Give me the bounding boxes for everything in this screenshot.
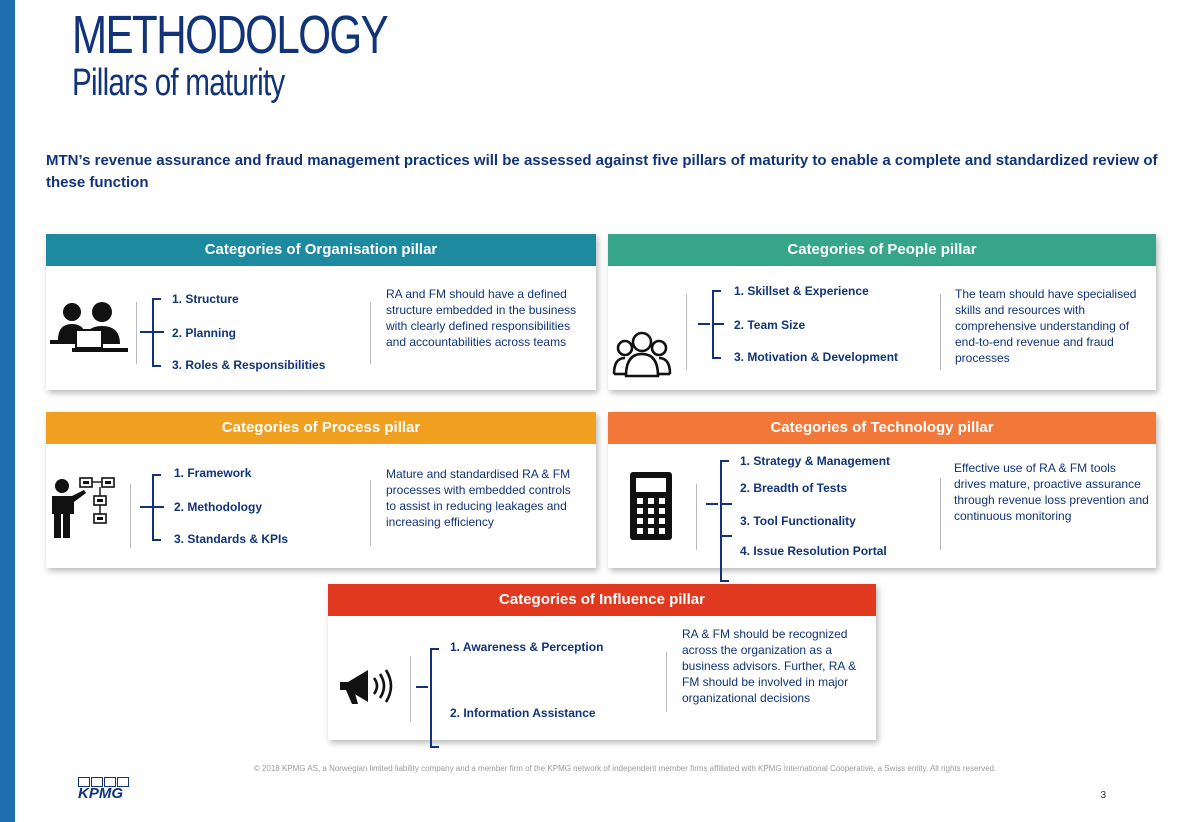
organisation-pillar-header: Categories of Organisation pillar [46,234,596,266]
process-pillar-card: Categories of Process pillar [46,412,596,568]
process-pillar-header: Categories of Process pillar [46,412,596,444]
people-description: The team should have specialised skills … [955,287,1137,365]
kpmg-logo-text: KPMG [78,785,123,802]
left-accent-bar [0,0,15,822]
copyright-footer: © 2018 KPMG AS, a Norwegian limited liab… [253,764,997,773]
bracket-connector [140,331,152,333]
technology-item-3: 3. Tool Functionality [740,514,856,528]
bracket-connector [706,503,718,505]
divider-right [370,480,371,546]
influence-pillar-header: Categories of Influence pillar [328,584,876,616]
title-line-1: METHODOLOGY [72,5,389,65]
bracket-connector [416,686,428,688]
technology-pillar-header: Categories of Technology pillar [608,412,1156,444]
people-item-3: 3. Motivation & Development [734,350,899,364]
technology-item-4: 4. Issue Resolution Portal [740,544,887,558]
process-item-3: 3. Standards & KPIs [174,532,289,546]
people-item-1: 1. Skillset & Experience [734,284,869,298]
presenter-flowchart-icon [50,474,122,540]
process-item-2: 2. Methodology [174,500,262,514]
organisation-description: RA and FM should have a defined structur… [386,287,577,349]
group-outline-icon [612,328,672,382]
page-title: METHODOLOGY Pillars of maturity [72,8,476,102]
technology-pillar-card: Categories of Technology pillar 1. Strat… [608,412,1156,582]
divider-left [696,484,697,550]
people-pillar-header: Categories of People pillar [608,234,1156,266]
influence-pillar-card: Categories of Influence pillar 1. Awaren… [328,584,876,748]
organisation-item-1: 1. Structure [172,292,239,306]
divider-right [940,294,941,370]
process-item-1: 1. Framework [174,466,252,480]
bracket-tick-mid [712,323,724,325]
process-pillar-body: 1. Framework 2. Methodology 3. Standards… [46,444,596,568]
page-number: 3 [1100,790,1106,801]
calculator-icon [630,472,672,540]
people-item-2: 2. Team Size [734,318,806,332]
people-at-desks-icon [50,300,130,356]
bracket-tick-mid [720,535,732,537]
technology-item-2: 2. Breadth of Tests [740,481,848,495]
bracket-tick-mid [720,503,732,505]
bracket-tick-mid [154,506,164,508]
divider-right [940,478,941,550]
divider-left [686,294,687,370]
influence-description: RA & FM should be recognized across the … [682,627,857,705]
bracket [152,298,161,367]
intro-text: MTN’s revenue assurance and fraud manage… [46,152,1158,191]
organisation-item-2: 2. Planning [172,326,237,340]
bracket-tick-mid [154,331,164,333]
divider-left [136,302,137,364]
organisation-pillar-card: Categories of Organisation pillar 1. Str… [46,234,596,390]
technology-pillar-body: 1. Strategy & Management 2. Breadth of T… [608,444,1156,582]
influence-pillar-body: 1. Awareness & Perception 2. Information… [328,616,876,748]
kpmg-logo-boxes [78,777,130,787]
process-description: Mature and standardised RA & FM processe… [386,467,571,529]
bracket-connector [140,506,152,508]
influence-item-2: 2. Information Assistance [450,706,596,720]
organisation-item-3: 3. Roles & Responsibilities [172,358,326,372]
kpmg-logo: KPMG [78,777,130,803]
divider-right [666,652,667,712]
bracket-connector [698,323,710,325]
people-pillar-body: 1. Skillset & Experience 2. Team Size 3.… [608,266,1156,390]
influence-item-1: 1. Awareness & Perception [450,640,604,654]
bracket [720,460,729,582]
technology-item-1: 1. Strategy & Management [740,454,891,468]
people-pillar-card: Categories of People pillar 1. Skillset … [608,234,1156,390]
divider-right [370,302,371,364]
organisation-pillar-body: 1. Structure 2. Planning 3. Roles & Resp… [46,266,596,390]
divider-left [410,656,411,722]
megaphone-icon [338,666,398,706]
title-line-2: Pillars of maturity [72,62,285,104]
bracket [152,474,161,541]
divider-left [130,484,131,548]
bracket [430,648,439,748]
technology-description: Effective use of RA & FM tools drives ma… [954,461,1149,523]
